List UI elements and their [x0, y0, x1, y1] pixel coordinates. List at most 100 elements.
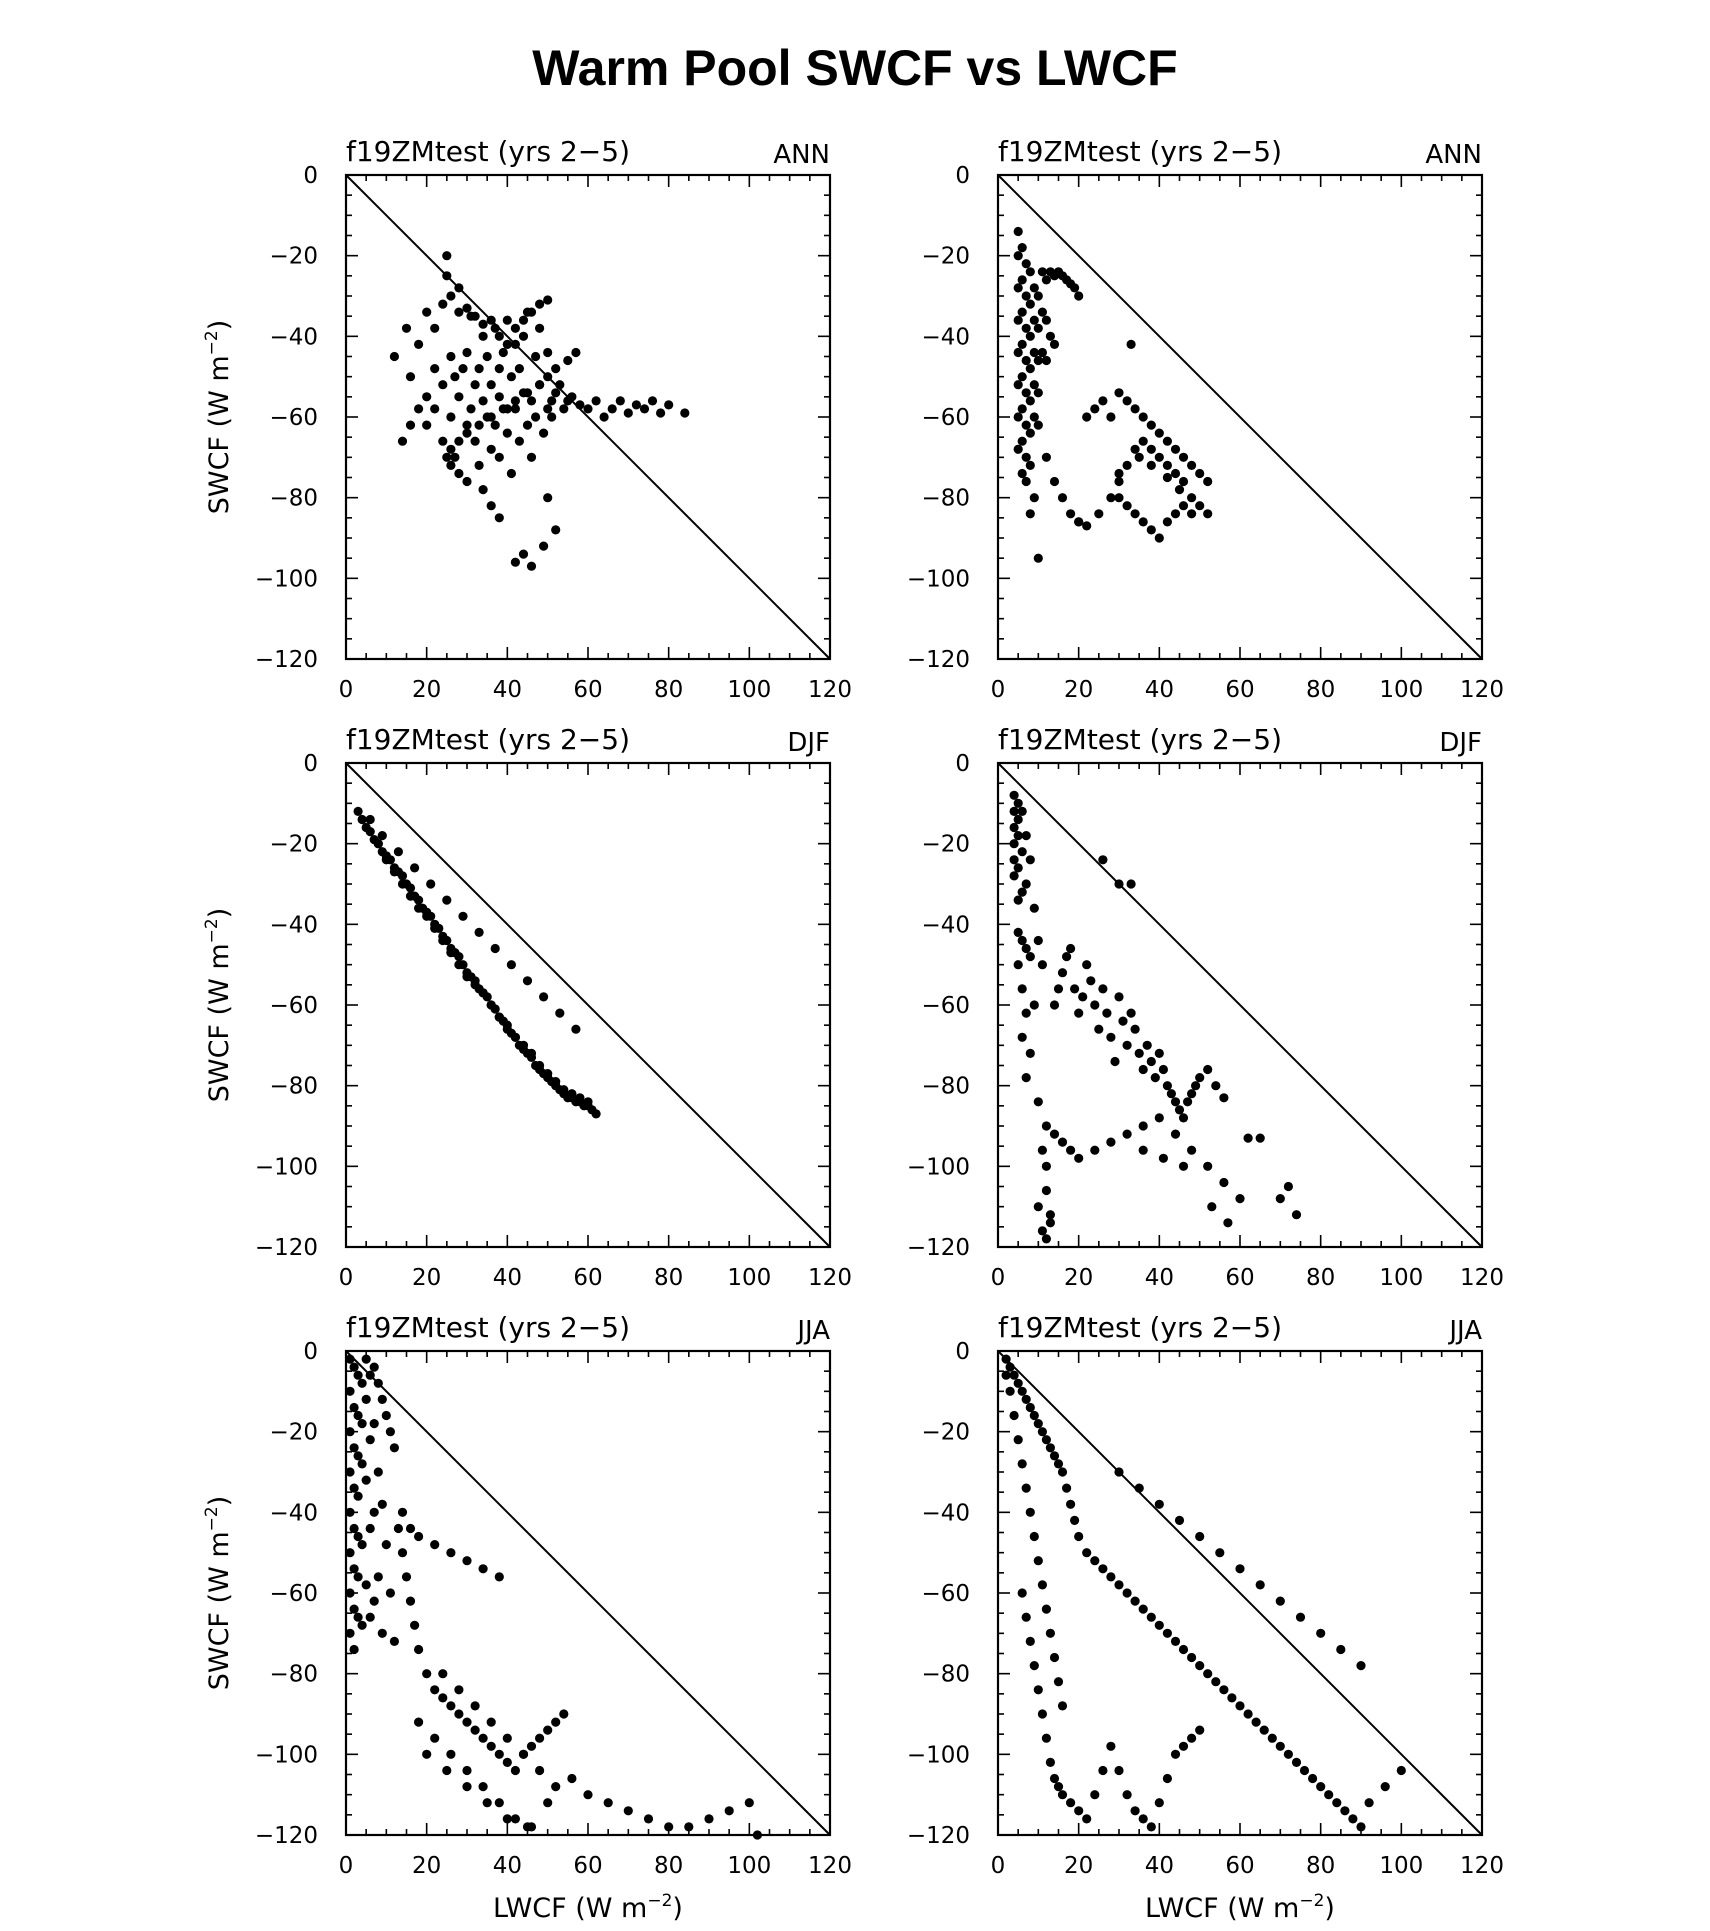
data-point — [1017, 243, 1027, 253]
data-point — [442, 251, 452, 261]
y-tick-label: −120 — [907, 1235, 970, 1261]
data-point — [1295, 1612, 1306, 1622]
y-tick-label: −40 — [269, 912, 318, 938]
data-point — [450, 452, 460, 462]
data-point — [405, 891, 416, 901]
data-point — [1025, 396, 1035, 406]
data-point — [357, 814, 367, 825]
data-point — [377, 1628, 387, 1638]
data-point — [583, 404, 593, 414]
x-tick-label: 80 — [654, 677, 683, 703]
data-point — [353, 1612, 363, 1622]
data-point — [1045, 1443, 1055, 1453]
data-point — [1025, 952, 1035, 962]
data-point — [1138, 1064, 1148, 1075]
data-point — [1013, 831, 1023, 841]
data-point — [1134, 1048, 1144, 1058]
data-point — [1162, 1081, 1172, 1091]
data-point — [478, 319, 488, 329]
data-point — [377, 831, 387, 841]
data-point — [1025, 1048, 1035, 1058]
y-tick-label: −20 — [921, 244, 970, 270]
data-point — [1021, 1073, 1031, 1083]
data-point — [385, 1588, 395, 1598]
data-point — [1053, 1677, 1064, 1687]
data-point — [393, 1523, 403, 1534]
reference-line — [997, 1350, 1483, 1836]
data-point — [539, 541, 549, 551]
data-point — [373, 1467, 383, 1477]
scatter-panel-ann-left: f19ZMtest (yrs 2−5) ANN 0 20 40 60 80 100 120 −12… — [202, 135, 852, 703]
data-point — [446, 1548, 456, 1558]
data-point — [389, 351, 399, 362]
data-point — [1013, 444, 1023, 454]
data-point — [1053, 1782, 1064, 1792]
data-point — [567, 392, 577, 402]
data-point — [607, 404, 617, 414]
data-point — [345, 1354, 355, 1364]
data-point — [1090, 404, 1100, 414]
data-point — [454, 392, 464, 402]
data-point — [478, 1782, 488, 1792]
x-tick-label: 100 — [1379, 677, 1423, 703]
y-tick-label: −60 — [269, 405, 318, 431]
panel-title: f19ZMtest (yrs 2−5) — [998, 135, 1282, 168]
data-point — [1134, 1483, 1144, 1493]
data-point — [1142, 1040, 1152, 1050]
y-tick-label: −120 — [255, 1235, 318, 1261]
data-point — [1126, 339, 1136, 349]
data-point — [446, 1749, 456, 1759]
data-point — [1146, 460, 1156, 470]
data-point — [397, 1507, 408, 1517]
data-point — [494, 331, 504, 341]
scatter-points — [1009, 790, 1302, 1244]
data-point — [1017, 887, 1027, 897]
y-tick-label: −80 — [921, 1662, 970, 1688]
data-point — [543, 347, 553, 358]
data-point — [365, 1370, 375, 1380]
data-point — [1066, 1499, 1076, 1509]
data-point — [1017, 275, 1027, 285]
data-point — [1021, 879, 1031, 889]
data-point — [514, 436, 525, 446]
data-point — [1195, 1725, 1205, 1735]
data-point — [1195, 468, 1205, 479]
data-point — [1033, 355, 1043, 366]
data-point — [575, 1097, 585, 1107]
data-point — [1057, 1790, 1068, 1800]
data-point — [450, 372, 460, 382]
data-point — [345, 1548, 355, 1558]
x-tick-label: 20 — [412, 1853, 441, 1879]
data-point — [462, 420, 472, 430]
data-point — [1130, 404, 1140, 414]
data-point — [647, 396, 658, 406]
data-point — [438, 1693, 448, 1703]
data-point — [623, 408, 633, 418]
data-point — [506, 468, 516, 479]
data-point — [349, 1362, 359, 1372]
data-point — [1170, 1636, 1181, 1646]
data-point — [1041, 1185, 1051, 1196]
data-point — [1082, 1548, 1092, 1558]
data-point — [381, 1410, 391, 1421]
data-point — [1041, 1121, 1051, 1131]
data-point — [1187, 509, 1197, 519]
data-point — [1235, 1701, 1245, 1711]
x-tick-label: 100 — [727, 677, 771, 703]
y-tick-label: −100 — [907, 566, 970, 592]
data-point — [603, 1798, 613, 1808]
data-point — [1130, 1024, 1140, 1034]
data-point — [405, 372, 416, 382]
data-point — [1291, 1757, 1302, 1767]
data-point — [1021, 388, 1031, 398]
panel-title: f19ZMtest (yrs 2−5) — [998, 1311, 1282, 1344]
data-point — [1170, 509, 1181, 519]
data-point — [1049, 1451, 1060, 1461]
data-point — [522, 388, 533, 398]
data-point — [1122, 460, 1132, 470]
data-point — [405, 1523, 416, 1534]
y-tick-label: −120 — [255, 1823, 318, 1849]
data-point — [1041, 355, 1051, 366]
data-point — [1154, 1113, 1164, 1123]
data-point — [567, 1093, 577, 1103]
